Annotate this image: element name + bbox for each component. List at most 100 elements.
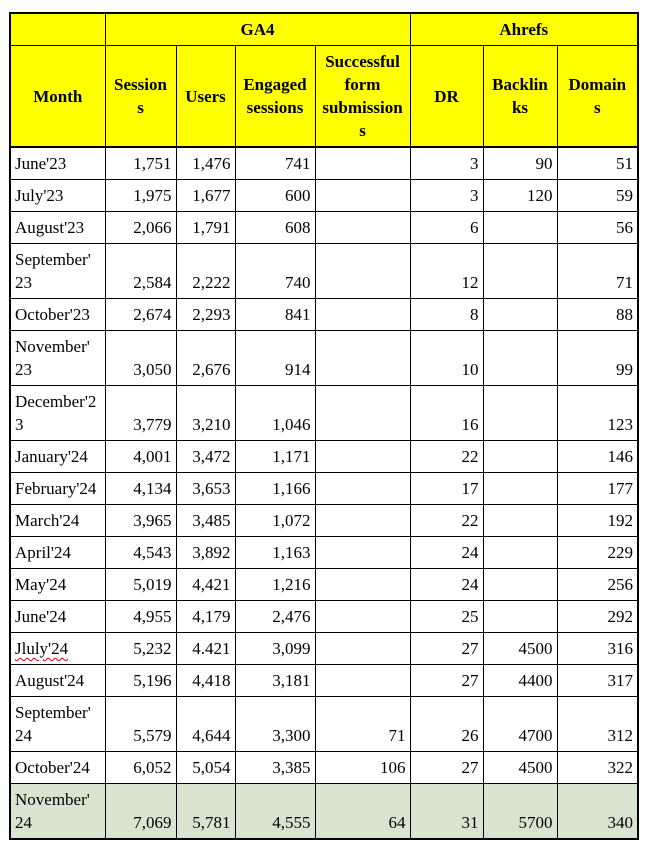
dr-cell: 25 [409,600,484,633]
month-cell: October'24 [9,751,106,784]
sessions-cell: 4,955 [104,600,177,633]
dr-cell: 17 [409,472,484,505]
sessions-cell: 4,001 [104,440,177,473]
column-header-domains: Domain s [556,45,639,148]
table-row: July'23 1,975 1,677 600 3 120 59 [9,179,639,212]
dr-cell: 12 [409,243,484,299]
table-row: March'24 3,965 3,485 1,072 22 192 [9,504,639,537]
domains-cell: 312 [556,696,639,752]
group-header-ahrefs: Ahrefs [409,12,639,46]
form-submissions-cell [314,632,411,665]
sessions-cell: 5,019 [104,568,177,601]
domains-cell: 88 [556,298,639,331]
form-submissions-cell [314,385,411,441]
engaged-sessions-cell: 3,385 [234,751,316,784]
backlinks-cell: 4400 [482,664,558,697]
group-header-row: GA4 Ahrefs [9,12,639,46]
sessions-cell: 4,134 [104,472,177,505]
month-cell: February'24 [9,472,106,505]
sessions-cell: 1,975 [104,179,177,212]
form-submissions-cell [314,440,411,473]
table-row: February'24 4,134 3,653 1,166 17 177 [9,472,639,505]
form-submissions-cell [314,568,411,601]
analytics-table: GA4 Ahrefs Month Session s Users Engaged… [9,12,640,840]
domains-cell: 146 [556,440,639,473]
engaged-sessions-cell: 3,099 [234,632,316,665]
domains-cell: 316 [556,632,639,665]
table-row: October'23 2,674 2,293 841 8 88 [9,298,639,331]
backlinks-cell: 90 [482,146,558,180]
table-row: August'24 5,196 4,418 3,181 27 4400 317 [9,664,639,697]
month-cell: September' 24 [9,696,106,752]
engaged-sessions-cell: 741 [234,146,316,180]
domains-cell: 192 [556,504,639,537]
users-cell: 3,485 [175,504,236,537]
dr-cell: 6 [409,211,484,244]
dr-cell: 3 [409,146,484,180]
backlinks-cell [482,298,558,331]
table-row: May'24 5,019 4,421 1,216 24 256 [9,568,639,601]
dr-cell: 27 [409,632,484,665]
month-cell: August'24 [9,664,106,697]
users-cell: 1,677 [175,179,236,212]
users-cell: 3,653 [175,472,236,505]
sessions-cell: 4,543 [104,536,177,569]
sessions-cell: 3,965 [104,504,177,537]
sessions-cell: 6,052 [104,751,177,784]
domains-cell: 71 [556,243,639,299]
month-cell: November' 24 [9,783,106,840]
users-cell: 5,781 [175,783,236,840]
sessions-cell: 2,584 [104,243,177,299]
column-header-dr: DR [409,45,484,148]
users-cell: 1,476 [175,146,236,180]
dr-cell: 24 [409,568,484,601]
month-cell: January'24 [9,440,106,473]
form-submissions-cell [314,146,411,180]
engaged-sessions-cell: 1,072 [234,504,316,537]
backlinks-cell: 4500 [482,751,558,784]
sessions-cell: 3,050 [104,330,177,386]
domains-cell: 56 [556,211,639,244]
engaged-sessions-cell: 3,181 [234,664,316,697]
dr-cell: 22 [409,504,484,537]
table-header: GA4 Ahrefs Month Session s Users Engaged… [9,12,639,148]
dr-cell: 24 [409,536,484,569]
month-cell: April'24 [9,536,106,569]
column-header-engaged-sessions: Engaged sessions [234,45,316,148]
domains-cell: 59 [556,179,639,212]
engaged-sessions-cell: 2,476 [234,600,316,633]
users-cell: 4.421 [175,632,236,665]
engaged-sessions-cell: 740 [234,243,316,299]
dr-cell: 22 [409,440,484,473]
group-header-ga4: GA4 [104,12,411,46]
form-submissions-cell [314,664,411,697]
table-row: August'23 2,066 1,791 608 6 56 [9,211,639,244]
backlinks-cell: 4500 [482,632,558,665]
form-submissions-cell [314,243,411,299]
engaged-sessions-cell: 914 [234,330,316,386]
engaged-sessions-cell: 3,300 [234,696,316,752]
misspelled-text: Jluly'24 [15,639,69,658]
month-cell: March'24 [9,504,106,537]
users-cell: 5,054 [175,751,236,784]
form-submissions-cell [314,211,411,244]
column-header-users: Users [175,45,236,148]
backlinks-cell [482,385,558,441]
month-cell: May'24 [9,568,106,601]
backlinks-cell: 120 [482,179,558,212]
domains-cell: 340 [556,783,639,840]
users-cell: 2,222 [175,243,236,299]
table-row: September' 24 5,579 4,644 3,300 71 26 4700 312 [9,696,639,752]
domains-cell: 322 [556,751,639,784]
engaged-sessions-cell: 600 [234,179,316,212]
dr-cell: 26 [409,696,484,752]
backlinks-cell [482,243,558,299]
dr-cell: 8 [409,298,484,331]
backlinks-cell: 4700 [482,696,558,752]
form-submissions-cell [314,536,411,569]
table-row: December'2 3 3,779 3,210 1,046 16 123 [9,385,639,441]
table-row: June'24 4,955 4,179 2,476 25 292 [9,600,639,633]
engaged-sessions-cell: 1,163 [234,536,316,569]
domains-cell: 292 [556,600,639,633]
users-cell: 4,421 [175,568,236,601]
